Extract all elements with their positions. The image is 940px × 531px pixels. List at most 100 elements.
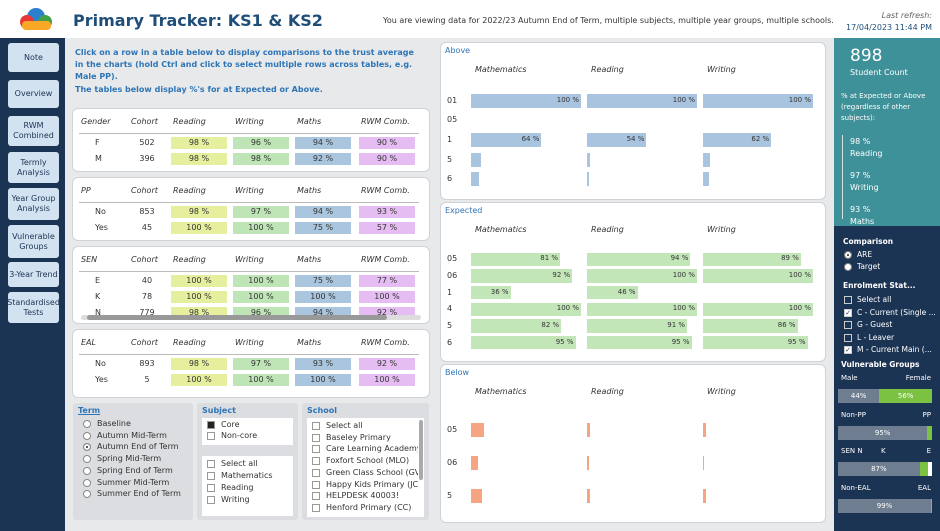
row-label[interactable]: No	[95, 207, 106, 216]
filter-option[interactable]: Target	[857, 262, 881, 271]
percent-cell[interactable]: 90 %	[359, 153, 415, 165]
checkbox[interactable]	[844, 296, 852, 304]
percent-cell[interactable]: 100 %	[295, 291, 351, 303]
bar[interactable]	[471, 93, 581, 108]
percent-cell[interactable]: 75 %	[295, 222, 351, 234]
percent-cell[interactable]: 77 %	[359, 275, 415, 287]
row-label[interactable]: F	[95, 138, 100, 147]
percent-cell[interactable]: 96 %	[233, 137, 289, 149]
slicer-option[interactable]: Care Learning Academy...	[326, 444, 418, 454]
cohort-cell[interactable]: 78	[141, 292, 153, 301]
slicer-option[interactable]: Happy Kids Primary (JC)	[326, 479, 418, 489]
bar[interactable]	[471, 319, 562, 333]
filter-option[interactable]: M - Current Main (...	[857, 345, 932, 355]
cohort-cell[interactable]: 893	[139, 359, 155, 368]
slicer-option[interactable]: Writing	[221, 495, 250, 504]
bar[interactable]	[587, 269, 697, 283]
bar[interactable]	[703, 455, 705, 470]
bar[interactable]	[587, 455, 590, 470]
slicer-option[interactable]: Henford Primary (CC)	[326, 502, 412, 512]
checkbox[interactable]	[207, 472, 215, 480]
radio[interactable]	[83, 443, 91, 452]
checkbox[interactable]	[207, 484, 215, 492]
nav-button[interactable]: RWM Combined	[8, 116, 59, 146]
percent-cell[interactable]: 92 %	[359, 358, 415, 370]
bar-segment[interactable]	[928, 462, 932, 476]
slicer-option[interactable]: Select all	[326, 421, 363, 430]
percent-cell[interactable]: 94 %	[295, 206, 351, 218]
percent-cell[interactable]: 100 %	[171, 291, 227, 303]
checkbox[interactable]	[312, 445, 320, 454]
radio[interactable]	[83, 455, 91, 464]
percent-cell[interactable]: 100 %	[171, 275, 227, 287]
radio[interactable]	[83, 466, 91, 475]
cohort-cell[interactable]: 5	[144, 375, 150, 384]
slicer-option[interactable]: Summer End of Term	[97, 489, 181, 499]
bar[interactable]	[471, 252, 561, 267]
slicer-option[interactable]: Green Class School (GV)	[326, 467, 418, 477]
row-label[interactable]: K	[95, 292, 101, 301]
bar-segment[interactable]	[927, 425, 932, 440]
bar[interactable]	[703, 335, 808, 350]
checkbox[interactable]	[312, 422, 320, 430]
bar[interactable]	[471, 422, 485, 437]
percent-cell[interactable]: 92 %	[295, 153, 351, 165]
bar[interactable]	[471, 285, 511, 300]
bar[interactable]	[471, 488, 482, 503]
percent-cell[interactable]: 75 %	[295, 275, 351, 287]
radio[interactable]	[844, 251, 852, 259]
bar[interactable]	[703, 269, 813, 283]
slicer-option[interactable]: Select all	[221, 459, 258, 468]
bar[interactable]	[471, 269, 573, 283]
slicer-option[interactable]: Foxfort School (MLO)	[326, 456, 410, 466]
radio[interactable]	[844, 263, 852, 271]
percent-cell[interactable]: 100 %	[359, 291, 415, 303]
row-label[interactable]: E	[95, 276, 101, 285]
radio[interactable]	[83, 420, 91, 428]
cohort-cell[interactable]: 502	[139, 138, 155, 147]
bar[interactable]	[471, 133, 542, 147]
nav-button[interactable]: Standardised Tests	[7, 292, 60, 323]
slicer-option[interactable]: Spring Mid-Term	[97, 454, 162, 464]
cohort-cell[interactable]: 396	[139, 154, 155, 163]
slicer-option[interactable]: Baseline	[97, 419, 131, 428]
filter-option[interactable]: L - Leaver	[857, 332, 895, 342]
percent-cell[interactable]: 100 %	[171, 222, 227, 234]
filter-option[interactable]: ARE	[857, 250, 873, 259]
slicer-option[interactable]: Baseley Primary	[326, 432, 391, 442]
cohort-cell[interactable]: 779	[139, 308, 155, 317]
bar[interactable]	[703, 302, 813, 317]
bar[interactable]	[587, 488, 591, 503]
percent-cell[interactable]: 94 %	[295, 137, 351, 149]
bar-segment[interactable]	[838, 425, 928, 440]
bar[interactable]	[703, 172, 709, 187]
cohort-cell[interactable]: 40	[141, 276, 153, 285]
filter-option[interactable]: G - Guest	[857, 320, 893, 330]
slicer-option[interactable]: Reading	[221, 483, 254, 492]
percent-cell[interactable]: 100 %	[359, 374, 415, 386]
row-label[interactable]: N	[95, 308, 101, 317]
percent-cell[interactable]: 57 %	[359, 222, 415, 234]
bar[interactable]	[703, 252, 801, 267]
nav-button[interactable]: Note	[8, 43, 59, 72]
radio[interactable]	[83, 478, 91, 487]
bar-segment[interactable]	[838, 498, 932, 513]
nav-button[interactable]: Termly Analysis	[8, 152, 59, 183]
bar[interactable]	[703, 422, 707, 437]
percent-cell[interactable]: 100 %	[295, 374, 351, 386]
percent-cell[interactable]: 97 %	[233, 206, 289, 218]
checkbox[interactable]	[312, 480, 320, 489]
slicer-option[interactable]: Spring End of Term	[97, 465, 173, 475]
bar[interactable]	[587, 152, 591, 167]
bar[interactable]	[471, 152, 481, 167]
filter-option[interactable]: Select all	[857, 295, 892, 304]
nav-button[interactable]: 3-Year Trend	[8, 262, 59, 287]
slicer-option[interactable]: Non-core	[221, 431, 258, 440]
bar-segment[interactable]	[919, 462, 929, 476]
percent-cell[interactable]: 98 %	[233, 153, 289, 165]
bar-segment[interactable]	[838, 389, 880, 403]
bar[interactable]	[471, 335, 576, 350]
radio[interactable]	[83, 431, 91, 440]
bar-segment[interactable]	[931, 498, 932, 513]
row-label[interactable]: Yes	[95, 375, 108, 384]
